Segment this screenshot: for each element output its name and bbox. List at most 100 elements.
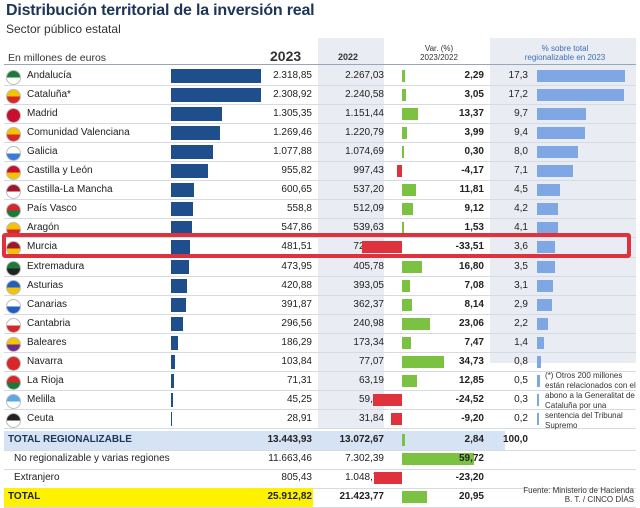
row-divider [4,218,636,220]
region-name: País Vasco [27,203,77,215]
value-var: 34,73 [458,355,484,367]
value-var: 7,47 [464,336,484,348]
bar-2023 [171,202,193,217]
value-2022: 77,07 [358,355,384,367]
value-2022: 59,95 [358,393,384,405]
region-name: Canarias [27,298,68,310]
value-2023: 473,95 [281,260,312,272]
value-2022: 173,34 [353,336,384,348]
table-row: Navarra 103,84 77,07 34,73 0,8 [0,353,640,372]
total-var-bar [402,433,406,446]
table-row: Cataluña* 2.308,92 2.240,58 3,05 17,2 [0,86,640,105]
var-bar [402,108,419,121]
pct-bar [537,317,549,330]
value-pct: 4,1 [514,222,528,234]
bar-2023 [171,354,176,369]
value-2023: 600,65 [281,184,312,196]
value-2022: 2.267,03 [345,70,384,81]
value-pct: 4,2 [514,203,528,215]
value-var: 11,81 [459,184,484,196]
total-value-var: -23,20 [455,472,484,484]
value-pct: 8,0 [514,146,528,158]
unit-label: En millones de euros [8,52,107,64]
pct-bar [537,222,558,235]
flag-icon [6,279,21,295]
header-divider [4,64,636,65]
value-pct: 1,4 [514,336,528,348]
value-var: -33,51 [455,241,484,253]
region-name: Baleares [27,336,67,348]
value-2023: 2.318,85 [273,70,312,81]
bar-2023 [171,316,183,331]
var-bar [402,184,417,197]
total-value-var: 20,95 [458,491,484,503]
bar-2023 [171,69,261,83]
row-divider [4,313,636,315]
region-name: Melilla [27,393,56,405]
value-var: 0,30 [464,146,484,158]
pct-bar [537,184,560,197]
region-name: Castilla-La Mancha [27,184,113,196]
table-row: Extremadura 473,95 405,78 16,80 3,5 [0,258,640,277]
value-pct: 17,3 [508,70,528,81]
total-divider [4,488,636,490]
value-2022: 1.074,69 [345,146,384,158]
value-2022: 63,19 [358,374,384,386]
value-var: -24,52 [455,393,484,405]
pct-bar [537,89,625,102]
value-2022: 1.151,44 [345,108,384,120]
total-value-2023: 11.663,46 [268,453,312,464]
value-2022: 240,98 [353,317,384,329]
pct-bar [537,336,545,349]
value-2023: 186,29 [281,336,312,348]
region-name: Comunidad Valenciana [27,127,130,139]
value-pct: 17,2 [508,89,528,101]
total-value-2022: 21.423,77 [339,491,385,503]
region-name: Murcia [27,241,58,253]
table-row: Castilla y León 955,82 997,43 -4,17 7,1 [0,162,640,181]
total-value-2022: 1.048,71 [345,472,384,484]
table-row: Andalucía 2.318,85 2.267,03 2,29 17,3 [0,67,640,86]
header-var-line1: Var. (%) [424,44,454,53]
header-pct-line1: % sobre total [541,44,589,53]
table-row: Asturias 420,88 393,05 7,08 3,1 [0,277,640,296]
region-name: Ceuta [27,412,54,424]
var-bar [402,298,412,311]
var-bar [402,317,430,330]
value-2022: 405,78 [353,260,384,272]
footnote: (*) Otros 200 millones están relacionado… [545,371,636,430]
value-pct: 0,5 [514,374,528,386]
value-var: 12,85 [458,374,484,386]
value-var: 16,80 [458,260,484,272]
var-bar [402,146,404,159]
var-bar [402,374,418,387]
flag-icon [6,89,21,105]
row-divider [4,161,636,163]
table-row: Cantabria 296,56 240,98 23,06 2,2 [0,315,640,334]
row-divider [4,85,636,87]
value-2022: 997,43 [353,165,384,177]
source-line2: B. T. / CINCO DÍAS [564,495,634,504]
region-name: Cantabria [27,317,71,329]
region-name: Extremadura [27,260,85,272]
flag-icon [6,412,21,428]
region-name: Navarra [27,355,63,367]
value-var: 9,12 [464,203,484,215]
pct-bar [537,146,578,159]
flag-icon [6,355,21,371]
flag-icon [6,184,21,200]
value-2023: 71,31 [286,374,312,386]
header-2022: 2022 [338,52,359,62]
value-var: -9,20 [461,412,484,424]
value-2022: 537,20 [353,184,384,196]
region-name: Asturias [27,279,64,291]
value-pct: 3,1 [514,279,528,291]
flag-icon [6,70,21,85]
value-2022: 1.220,79 [345,127,384,139]
pct-bar [537,355,542,368]
value-2023: 420,88 [281,279,312,291]
bar-2023 [171,411,173,426]
bar-2023 [171,221,193,236]
region-name: La Rioja [27,374,64,386]
chart-subtitle: Sector público estatal [6,22,121,36]
